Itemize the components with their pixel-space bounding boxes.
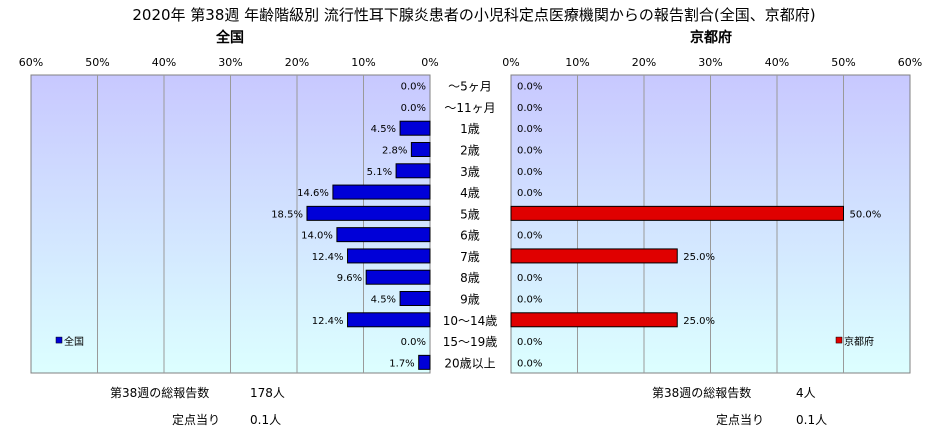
x-tick-label: 0% <box>421 56 438 69</box>
footer-per-label: 定点当り <box>172 412 220 427</box>
footer-total-label: 第38週の総報告数 <box>110 385 209 400</box>
bar <box>399 120 431 136</box>
data-label: 0.0% <box>517 337 542 348</box>
legend-label: 全国 <box>64 335 84 348</box>
category-label: 8歳 <box>460 271 480 285</box>
bar <box>365 269 431 285</box>
data-label: 14.0% <box>301 231 333 242</box>
category-label: 20歳以上 <box>444 356 495 370</box>
x-tick-label: 40% <box>765 56 789 69</box>
legend-label: 京都府 <box>844 335 874 348</box>
category-label: 5歳 <box>460 207 480 221</box>
data-label: 25.0% <box>683 316 715 327</box>
footer-per-value: 0.1人 <box>796 413 827 427</box>
bar <box>306 205 431 221</box>
category-label: 9歳 <box>460 293 480 307</box>
x-tick-label: 0% <box>502 56 519 69</box>
data-label: 2.8% <box>382 146 407 157</box>
bar <box>347 248 431 264</box>
data-label: 18.5% <box>271 209 303 220</box>
bar <box>332 184 431 200</box>
x-tick-label: 10% <box>565 56 589 69</box>
bar <box>395 163 431 179</box>
x-tick-label: 50% <box>831 56 855 69</box>
bar <box>336 227 431 243</box>
data-label: 9.6% <box>337 273 362 284</box>
data-label: 5.1% <box>367 167 392 178</box>
x-tick-label: 30% <box>698 56 722 69</box>
data-label: 4.5% <box>371 124 396 135</box>
data-label: 0.0% <box>517 146 542 157</box>
bar <box>510 205 844 221</box>
data-label: 0.0% <box>517 124 542 135</box>
footer-total-value: 178人 <box>250 386 285 400</box>
footer-per-label: 定点当り <box>716 412 764 427</box>
x-tick-label: 60% <box>898 56 922 69</box>
data-label: 1.7% <box>389 358 414 369</box>
x-tick-label: 40% <box>152 56 176 69</box>
footer-total-label: 第38週の総報告数 <box>652 385 751 400</box>
x-tick-label: 20% <box>285 56 309 69</box>
bar <box>418 354 431 370</box>
data-label: 0.0% <box>517 295 542 306</box>
category-label: 15～19歳 <box>443 335 498 349</box>
legend-swatch <box>835 336 843 344</box>
panel-subtitle: 京都府 <box>690 29 732 46</box>
panel-subtitle: 全国 <box>215 29 244 46</box>
category-label: 1歳 <box>460 122 480 136</box>
data-label: 0.0% <box>517 167 542 178</box>
data-label: 0.0% <box>517 273 542 284</box>
data-label: 0.0% <box>517 231 542 242</box>
data-label: 0.0% <box>401 337 426 348</box>
x-tick-label: 60% <box>19 56 43 69</box>
data-label: 0.0% <box>401 82 426 93</box>
x-tick-label: 50% <box>85 56 109 69</box>
bar <box>510 312 678 328</box>
data-label: 0.0% <box>517 188 542 199</box>
x-tick-label: 30% <box>218 56 242 69</box>
category-label: 7歳 <box>460 250 480 264</box>
chart-title: 2020年 第38週 年齢階級別 流行性耳下腺炎患者の小児科定点医療機関からの報… <box>132 6 815 24</box>
data-label: 12.4% <box>312 252 344 263</box>
bar <box>347 312 431 328</box>
data-label: 25.0% <box>683 252 715 263</box>
category-label: ～5ヶ月 <box>448 80 492 94</box>
bar <box>399 291 431 306</box>
bar <box>510 248 678 264</box>
data-label: 12.4% <box>312 316 344 327</box>
data-label: 0.0% <box>517 82 542 93</box>
category-label: 4歳 <box>460 186 480 200</box>
footer-total-value: 4人 <box>796 386 816 400</box>
category-label: 2歳 <box>460 144 480 158</box>
data-label: 14.6% <box>297 188 329 199</box>
category-label: 6歳 <box>460 229 480 243</box>
legend-swatch <box>55 336 63 344</box>
category-label: 10～14歳 <box>443 314 498 328</box>
category-label: 3歳 <box>460 165 480 179</box>
x-tick-label: 20% <box>632 56 656 69</box>
x-tick-label: 10% <box>351 56 375 69</box>
data-label: 0.0% <box>517 103 542 114</box>
bar <box>410 142 431 157</box>
data-label: 4.5% <box>371 295 396 306</box>
category-label: ～11ヶ月 <box>444 101 495 115</box>
data-label: 50.0% <box>850 209 882 220</box>
data-label: 0.0% <box>517 358 542 369</box>
data-label: 0.0% <box>401 103 426 114</box>
footer-per-value: 0.1人 <box>250 413 281 427</box>
